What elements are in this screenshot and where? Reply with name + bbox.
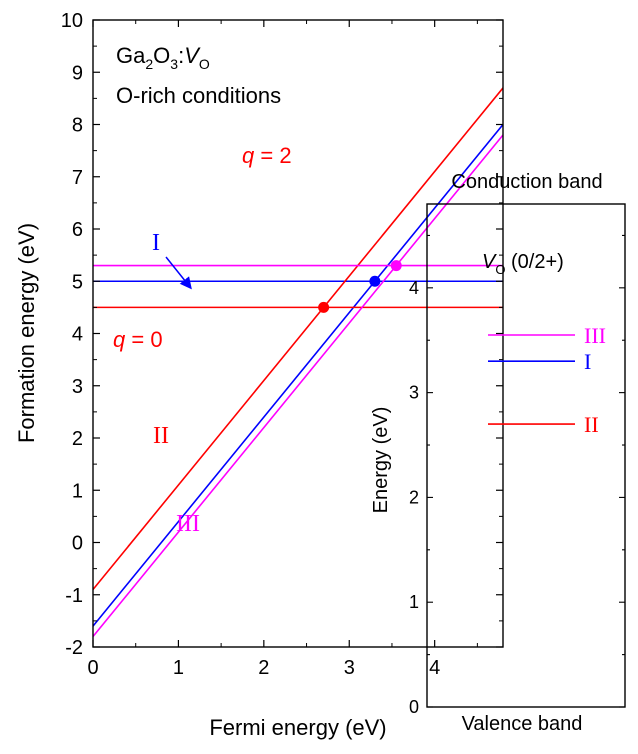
left-y-tick-label: 6 [72,219,83,241]
left-plot-area [93,87,503,638]
left-y-tick-label: -2 [65,637,83,659]
level-III-label: III [584,323,606,348]
series-II-charged-line [93,87,503,591]
conditions-annotation: O-rich conditions [116,83,281,108]
left-y-tick-label: 7 [72,167,83,189]
series-III-charged-line [93,134,503,638]
right-y-tick-label: 0 [409,697,419,717]
left-y-tick-label: 0 [72,533,83,555]
right-y-axis-label: Energy (eV) [370,407,392,514]
left-y-tick-label: 8 [72,115,83,137]
left-x-tick-label: 4 [429,657,440,679]
q0-label: q = 0 [113,327,163,352]
right-y-tick-label: 3 [409,383,419,403]
level-I-label: I [584,349,591,374]
left-y-tick-label: 10 [61,10,83,32]
level-II-label: II [584,412,599,437]
conduction-band-label: Conduction band [451,171,602,193]
left-x-axis-label: Fermi energy (eV) [209,715,386,740]
material-annotation: Ga2O3:VO [116,43,210,72]
left-x-tick-label: 3 [344,657,355,679]
right-y-tick-label: 2 [409,487,419,507]
series-I-transition-point [369,275,381,287]
left-y-tick-label: -1 [65,585,83,607]
series-label-III: III [176,511,200,537]
left-y-axis-label: Formation energy (eV) [14,223,39,443]
left-x-tick-label: 0 [87,657,98,679]
series-III-transition-point [390,260,402,272]
series-label-I: I [152,230,160,256]
left-x-tick-label: 1 [173,657,184,679]
series-I-arrow [165,256,192,290]
series-I-charged-line [93,123,503,627]
left-y-tick-label: 9 [72,62,83,84]
left-x-tick-label: 2 [258,657,269,679]
left-axis-ticks: -2 -1 0 1 2 3 4 5 6 7 8 9 10 0 1 2 3 4 [61,10,503,679]
left-y-tick-label: 2 [72,428,83,450]
right-y-tick-label: 1 [409,592,419,612]
right-y-tick-label: 4 [409,278,419,298]
left-y-tick-label: 1 [72,480,83,502]
left-y-tick-label: 4 [72,324,83,346]
right-axis-ticks: 0 1 2 3 4 [409,234,625,717]
right-plot-frame [426,203,626,708]
q2-label: q = 2 [242,143,292,168]
left-y-tick-label: 5 [72,271,83,293]
left-y-tick-label: 3 [72,376,83,398]
series-label-II: II [153,423,169,449]
series-II-transition-point [318,301,330,313]
transition-level-title: VO (0/2+) [482,251,564,277]
valence-band-label: Valence band [462,713,583,735]
